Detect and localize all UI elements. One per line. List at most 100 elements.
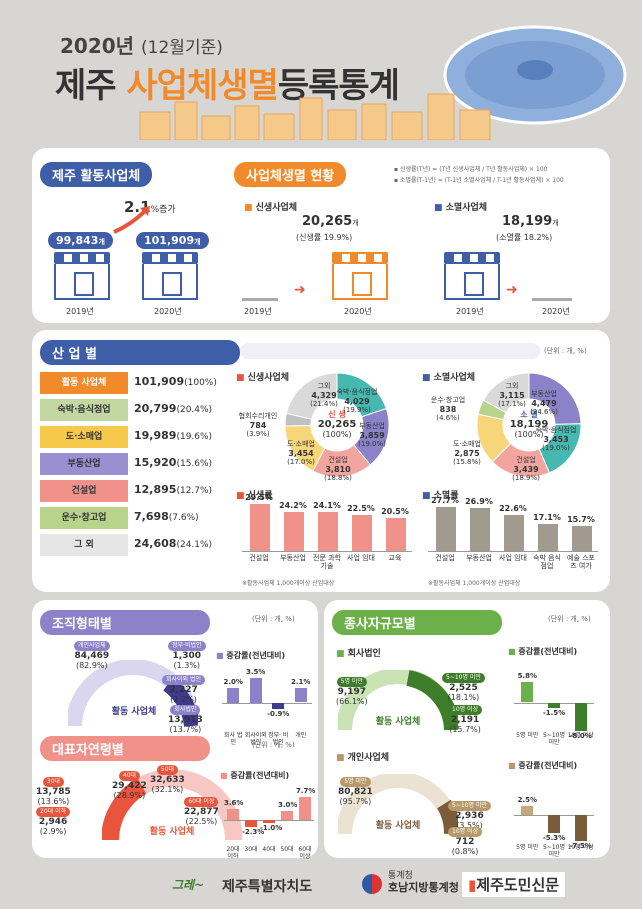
rate-bar-value: 24.2%: [279, 501, 307, 511]
chg-bar-label: 10명 이상: [567, 732, 594, 739]
breakdown-value: 22,877: [184, 807, 219, 817]
pie-label-pct: (19.0%): [542, 444, 570, 452]
pie-label: 운수·창고업 838 (4.6%): [420, 396, 476, 423]
rate-bar-label: 사업 임대: [347, 554, 375, 562]
pie-label-value: 3,859: [359, 431, 385, 440]
indiv-gauge-label: 활동 사업체: [375, 821, 421, 831]
rate-bar: [318, 512, 338, 551]
breakdown-value: 29,422: [112, 781, 147, 791]
city-skyline-icon: [139, 93, 491, 140]
chg-bar-label: 5~10명 미만: [542, 844, 565, 858]
breakdown-pct: (13.7%): [169, 725, 202, 734]
rate-bar: [538, 523, 558, 551]
chg-bar-label: 회사이외 법인: [244, 732, 267, 746]
org-gauge-label: 활동 사업체: [111, 707, 157, 717]
rate-bar-value: 24.1%: [313, 501, 341, 511]
chg-bar-label: 20대 이하: [226, 846, 240, 860]
age-gauge-label: 활동 사업체: [149, 827, 195, 837]
rate-bar-label: 건설업: [435, 554, 455, 562]
gone-rate-bars: 27.7% 건설업 26.9% 부동산업 22.6% 사업 임대 17.1% 숙박 음식점업 1…: [428, 496, 598, 570]
rate-bar: [572, 525, 592, 551]
breakdown-tag: 정부·비법인: [168, 641, 206, 651]
rate-bar-label: 건설업: [249, 554, 269, 562]
pie-label-name: 부동산업: [359, 422, 385, 430]
chg-bar: [227, 809, 239, 821]
rate-bar-value: 17.1%: [533, 512, 561, 522]
pie-label-value: 3,810: [325, 465, 351, 474]
industry-row: 그 외 24,608(24.1%): [40, 532, 240, 559]
industry-pct: (19.6%): [176, 432, 213, 442]
pie-label-pct: (3.9%): [246, 430, 270, 438]
pie-slice: [482, 372, 530, 414]
industry-count: 12,895: [134, 483, 177, 496]
chg-bar: [548, 814, 560, 834]
industry-row: 부동산업 15,920(15.6%): [40, 451, 240, 478]
industry-pct: (12.7%): [176, 486, 213, 496]
breakdown-tag: 회사법인: [170, 705, 201, 715]
new-pie-chart: [284, 372, 390, 478]
org-panel: 조직형태별 (단위 : 개, %) 활동 사업체 ■ 증감률(전년대비) 2.0…: [32, 600, 318, 860]
breakdown-pct: (2.2%): [170, 695, 197, 704]
size-title: 종사자규모별: [332, 610, 502, 635]
gone-arrow-icon: ➜: [506, 282, 518, 298]
corp-gauge: [338, 670, 458, 731]
org-chg-title: ■ 증감률(전년대비): [216, 651, 286, 660]
breakdown-item: 30대 13,785 (13.6%): [36, 776, 71, 807]
breakdown-item: 5명 미만 9,197 (66.1%): [336, 676, 368, 707]
breakdown-tag: 개인사업체: [74, 641, 110, 651]
breakdown-pct: (66.1%): [336, 697, 368, 706]
rate-bar-value: 22.5%: [347, 504, 375, 513]
pie-label: 부동산업 4,479 (24.6%): [522, 390, 566, 417]
jeju-logo: 그레~: [172, 878, 205, 892]
chg-bar: [263, 820, 275, 824]
new-arrow-icon: ➜: [294, 282, 306, 298]
breakdown-pct: (13.6%): [37, 797, 70, 806]
chg-bar: [272, 702, 285, 709]
pie-label-value: 3,453: [543, 435, 569, 444]
pie-label-value: 2,875: [454, 449, 480, 458]
rate-bar: [352, 515, 372, 551]
year-2019-label: 2019년: [66, 307, 94, 316]
industry-label: 부동산업: [40, 453, 128, 475]
breakdown-pct: (0.8%): [451, 847, 479, 856]
industry-pct: (100%): [184, 378, 217, 388]
corp-tag: ■ 회사법인: [336, 649, 381, 659]
pie-label-value: 3,115: [499, 391, 525, 400]
breakdown-value: 84,469: [74, 651, 110, 661]
footer-kostat: 통계청 호남지방통계청: [388, 871, 459, 894]
jeju-island-map-icon: [443, 25, 627, 125]
pie-label: 그외 4,329 (21.4%): [302, 382, 346, 409]
gone-pie-chart: [476, 372, 582, 478]
pie-label-name: 건설업: [516, 456, 536, 464]
indiv-tag: ■ 개인사업체: [336, 753, 390, 763]
breakdown-pct: (2.9%): [39, 827, 67, 836]
pie-label: 숙박·음식점업 3,453 (19.0%): [534, 426, 578, 453]
breakdown-item: 회사법인 13,913 (13.7%): [168, 704, 203, 735]
header-year-note: (12월기준): [141, 38, 223, 58]
corp-chg-bars: 5.8% 5명 미만 -1.5% 5~10명 미만 -8.0% 10명 이상: [514, 664, 594, 746]
rate-bar: [386, 518, 406, 551]
chg-bar-value: -0.9%: [267, 709, 290, 718]
pie-label-name: 건설업: [328, 456, 348, 464]
breakdown-item: 40대 29,422 (28.9%): [112, 770, 147, 801]
chg-bar: [574, 814, 587, 842]
breakdown-tag: 회사이외 법인: [162, 675, 206, 685]
industry-value: 7,698(7.6%): [134, 510, 199, 523]
gone-value: 18,199개: [502, 214, 559, 229]
chg-bar-value: 2.0%: [223, 678, 243, 687]
value-2020: 101,909개: [136, 232, 209, 249]
breakdown-pct: (3.5%): [456, 821, 483, 830]
breakdown-value: 2,191: [450, 715, 480, 725]
pie-label-pct: (19.9%): [343, 406, 371, 414]
chg-bar-value: -8.0%: [569, 732, 592, 740]
rate-bar-value: 29.5%: [245, 492, 273, 502]
breakdown-value: 9,197: [337, 687, 367, 697]
pie-label: 건설업 3,810 (18.8%): [316, 456, 360, 483]
pie-label-name: 그외: [317, 382, 331, 390]
breakdown-value: 2,525: [449, 683, 478, 693]
pie-slice: [285, 372, 338, 420]
pie-label-name: 숙박·음식점업: [535, 426, 577, 434]
corp-gauge-label: 활동 사업체: [375, 717, 421, 727]
corp-chg-title: ■ 증감률(전년대비): [508, 647, 578, 656]
pie-label-pct: (18.8%): [324, 474, 352, 482]
